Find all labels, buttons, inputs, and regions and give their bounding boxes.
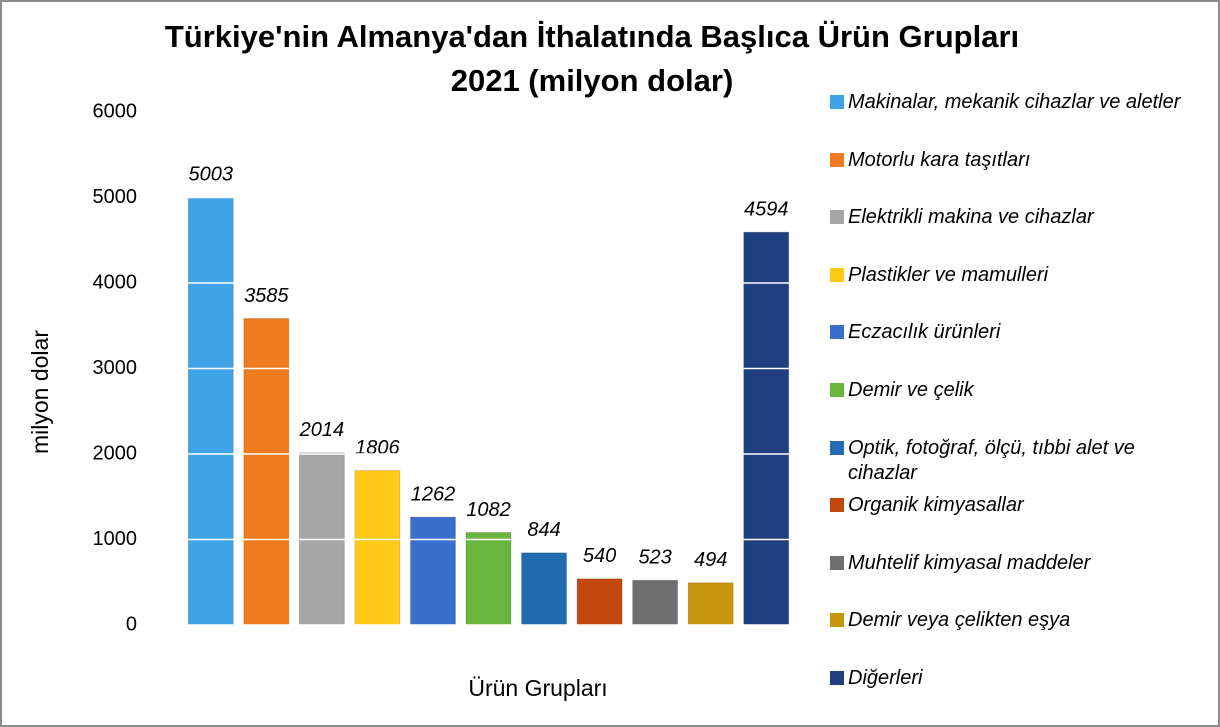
legend-item: Muhtelif kimyasal maddeler xyxy=(830,551,1205,576)
data-label: 844 xyxy=(527,519,560,541)
legend-label: Motorlu kara taşıtları xyxy=(848,148,1031,171)
legend-swatch xyxy=(830,440,844,455)
data-label: 1806 xyxy=(355,437,400,459)
legend-label: Eczacılık ürünleri xyxy=(848,321,1001,344)
y-tick-label: 5000 xyxy=(93,186,138,208)
data-label: 2014 xyxy=(299,419,345,441)
x-axis-label: Ürün Grupları xyxy=(468,675,607,701)
data-label: 5003 xyxy=(189,164,234,186)
legend-swatch xyxy=(830,152,844,167)
legend-swatch xyxy=(830,613,844,628)
chart-title: Türkiye'nin Almanya'dan İthalatında Başl… xyxy=(165,19,1019,54)
legend-label: Plastikler ve mamulleri xyxy=(848,263,1049,286)
bar xyxy=(187,196,234,626)
legend-item: Plastikler ve mamulleri xyxy=(830,263,1205,288)
y-tick-label: 2000 xyxy=(93,442,138,464)
data-label: 540 xyxy=(583,545,616,567)
data-label: 4594 xyxy=(744,198,789,220)
y-tick-label: 0 xyxy=(126,613,137,635)
chart-subtitle: 2021 (milyon dolar) xyxy=(451,63,734,98)
legend-label: Elektrikli makina ve cihazlar xyxy=(848,206,1094,229)
legend-item: Demir veya çelikten eşya xyxy=(830,608,1205,633)
legend-item: Elektrikli makina ve cihazlar xyxy=(830,205,1205,230)
y-tick-label: 1000 xyxy=(93,528,138,550)
legend-item: Organik kimyasallar xyxy=(830,493,1205,518)
legend-label: Muhtelif kimyasal maddeler xyxy=(848,551,1091,574)
legend-label: Optik, fotoğraf, ölçü, tıbbi alet ve cih… xyxy=(848,436,1135,484)
y-tick-label: 4000 xyxy=(93,271,138,293)
legend-label: Demir ve çelik xyxy=(848,379,974,401)
data-label: 3585 xyxy=(244,285,289,307)
legend-label: Demir veya çelikten eşya xyxy=(848,609,1071,632)
bar xyxy=(576,578,623,626)
legend-swatch xyxy=(830,210,844,225)
data-label: 1082 xyxy=(466,499,511,521)
legend-item: Makinalar, mekanik cihazlar ve aletler xyxy=(830,90,1205,115)
legend-label: Organik kimyasallar xyxy=(848,494,1024,517)
legend-item: Demir ve çelik xyxy=(830,378,1205,403)
legend-label: Diğerleri xyxy=(848,667,923,689)
legend-swatch xyxy=(830,267,844,282)
y-tick-label: 3000 xyxy=(93,357,138,379)
bar xyxy=(632,579,679,626)
bar xyxy=(521,552,568,626)
legend-swatch xyxy=(830,325,844,340)
data-label: 494 xyxy=(694,549,727,571)
legend-swatch xyxy=(830,498,844,513)
legend-item: Motorlu kara taşıtları xyxy=(830,148,1205,173)
legend-item: Optik, fotoğraf, ölçü, tıbbi alet ve cih… xyxy=(830,436,1205,486)
legend-swatch xyxy=(830,383,844,397)
legend-swatch xyxy=(830,671,844,685)
y-axis-label: milyon dolar xyxy=(27,330,53,454)
data-label: 523 xyxy=(638,547,671,569)
y-tick-label: 6000 xyxy=(93,100,138,122)
bar xyxy=(243,317,290,626)
bar xyxy=(354,470,401,626)
bar xyxy=(687,582,734,626)
bar xyxy=(465,531,512,626)
bar xyxy=(409,516,456,626)
legend-swatch xyxy=(830,95,844,109)
legend-item: Diğerleri xyxy=(830,666,1205,691)
legend-label: Makinalar, mekanik cihazlar ve aletler xyxy=(848,91,1181,113)
bar xyxy=(743,231,790,626)
legend-swatch xyxy=(830,555,844,570)
legend-item: Eczacılık ürünleri xyxy=(830,320,1205,345)
data-label: 1262 xyxy=(411,483,456,505)
